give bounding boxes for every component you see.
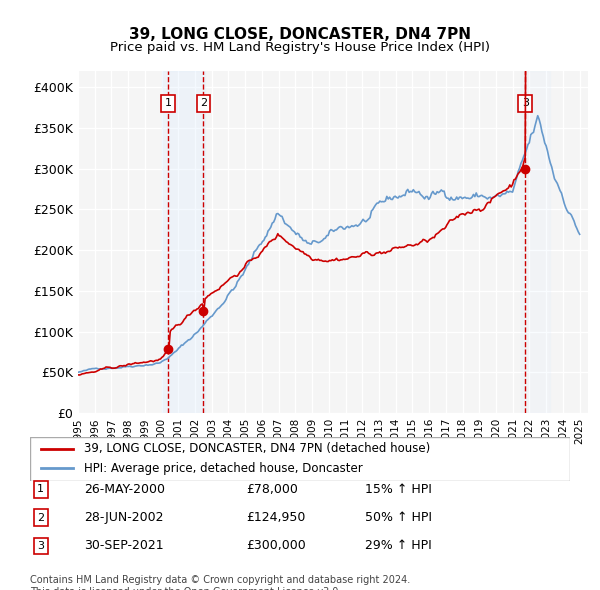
Bar [521, 71, 550, 413]
Text: 1: 1 [165, 99, 172, 109]
Text: 2: 2 [200, 99, 207, 109]
Text: 39, LONG CLOSE, DONCASTER, DN4 7PN: 39, LONG CLOSE, DONCASTER, DN4 7PN [129, 27, 471, 41]
Text: HPI: Average price, detached house, Doncaster: HPI: Average price, detached house, Donc… [84, 462, 363, 475]
Text: 2: 2 [37, 513, 44, 523]
Text: 28-JUN-2002: 28-JUN-2002 [84, 511, 163, 524]
Text: Contains HM Land Registry data © Crown copyright and database right 2024.
This d: Contains HM Land Registry data © Crown c… [30, 575, 410, 590]
Text: 30-SEP-2021: 30-SEP-2021 [84, 539, 164, 552]
Text: £300,000: £300,000 [246, 539, 306, 552]
Text: £124,950: £124,950 [246, 511, 305, 524]
Text: 29% ↑ HPI: 29% ↑ HPI [365, 539, 431, 552]
Text: 26-MAY-2000: 26-MAY-2000 [84, 483, 165, 496]
Bar [161, 71, 205, 413]
Text: 50% ↑ HPI: 50% ↑ HPI [365, 511, 432, 524]
Text: 15% ↑ HPI: 15% ↑ HPI [365, 483, 431, 496]
Text: 3: 3 [37, 541, 44, 551]
Text: 39, LONG CLOSE, DONCASTER, DN4 7PN (detached house): 39, LONG CLOSE, DONCASTER, DN4 7PN (deta… [84, 442, 430, 455]
FancyBboxPatch shape [30, 437, 570, 481]
Text: Price paid vs. HM Land Registry's House Price Index (HPI): Price paid vs. HM Land Registry's House … [110, 41, 490, 54]
Text: 1: 1 [37, 484, 44, 494]
Text: 3: 3 [522, 99, 529, 109]
Text: £78,000: £78,000 [246, 483, 298, 496]
